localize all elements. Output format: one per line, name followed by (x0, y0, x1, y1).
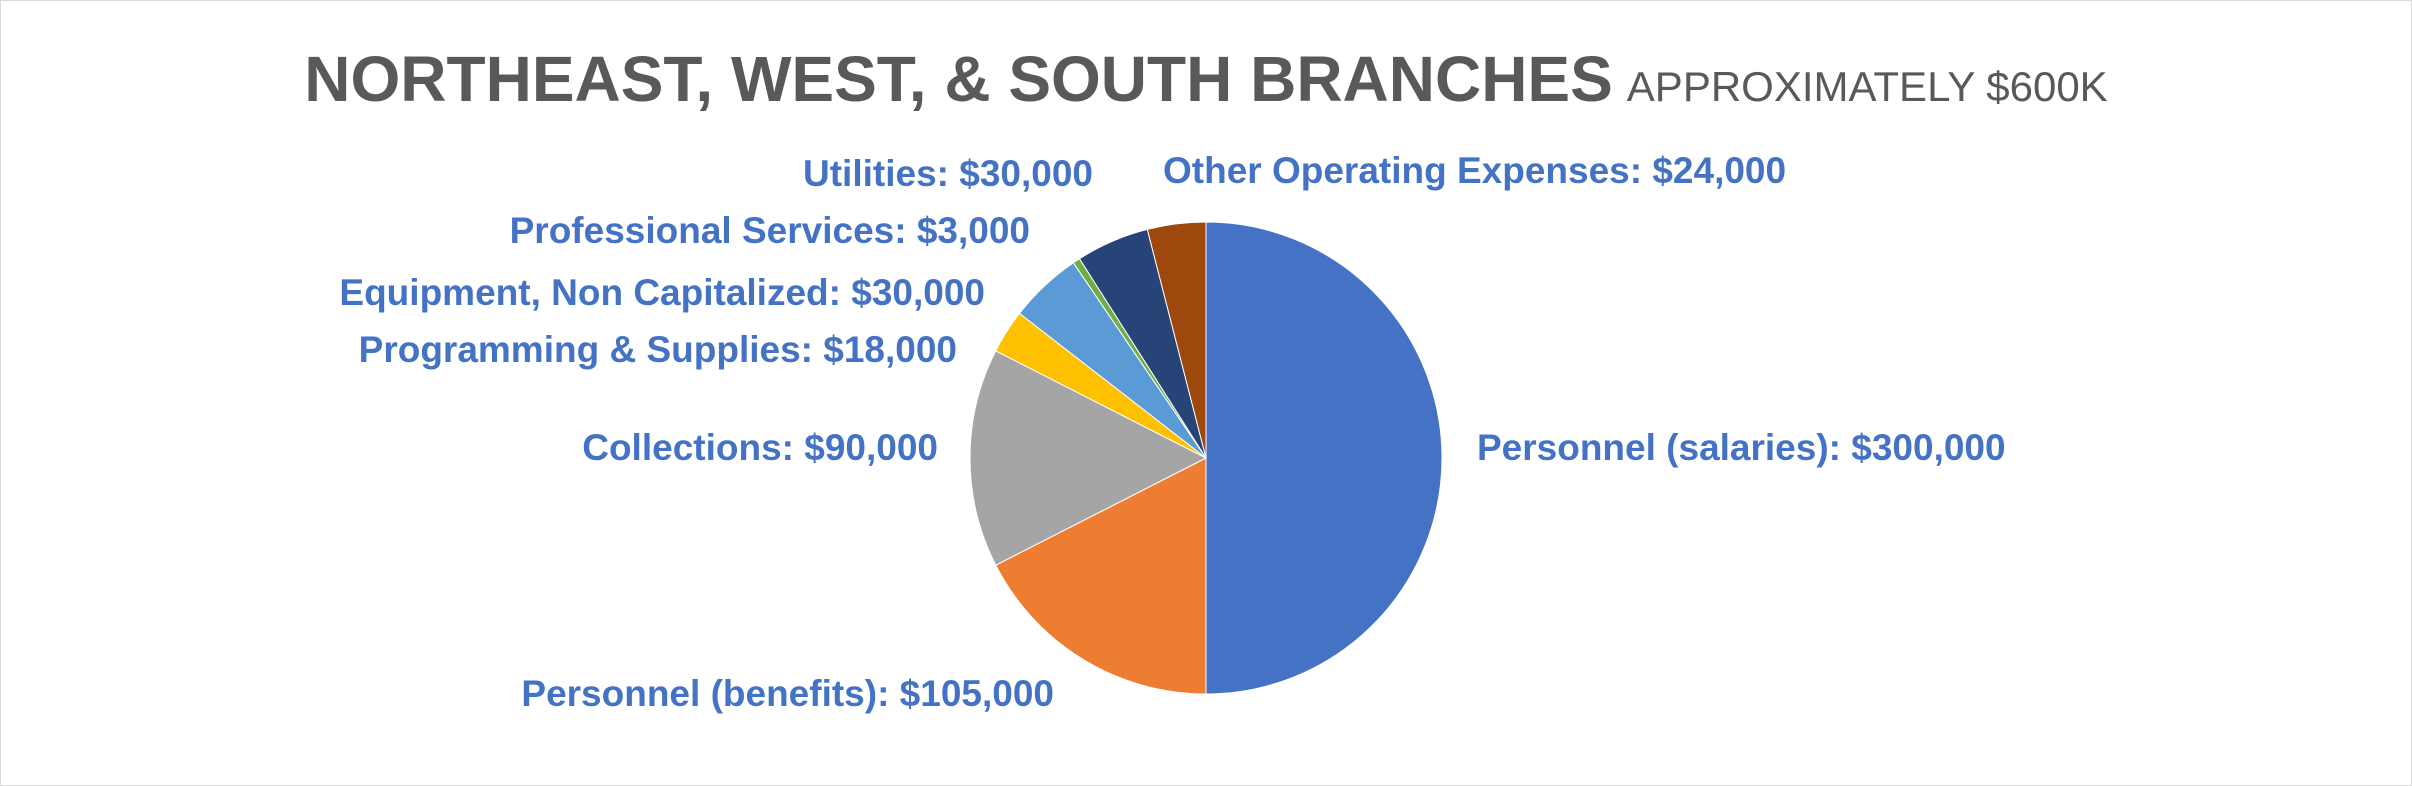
data-label-other-operating-expenses: Other Operating Expenses: $24,000 (1163, 150, 1786, 191)
pie-slice-other-operating-expenses (1146, 221, 1207, 459)
pie-slice-personnel-benefits (995, 457, 1207, 695)
pie-data-labels: Personnel (salaries): $300,000 Personnel … (339, 150, 2005, 714)
chart-subtitle: APPROXIMATELY $600K (1626, 63, 2108, 110)
pie-slice-personnel-salaries (1205, 221, 1443, 695)
data-label-professional-services: Professional Services: $3,000 (510, 210, 1030, 251)
pie-slices (969, 221, 1443, 695)
data-label-personnel-benefits: Personnel (benefits): $105,000 (521, 673, 1054, 714)
data-label-personnel-salaries: Personnel (salaries): $300,000 (1477, 427, 2006, 468)
data-label-collections: Collections: $90,000 (582, 427, 938, 468)
chart-title-main: NORTHEAST, WEST, & SOUTH BRANCHES (304, 43, 1613, 115)
data-label-utilities: Utilities: $30,000 (803, 153, 1093, 194)
data-label-equipment-non-capitalized: Equipment, Non Capitalized: $30,000 (339, 272, 985, 313)
pie-slice-collections (969, 350, 1208, 566)
data-label-programming-supplies: Programming & Supplies: $18,000 (359, 329, 957, 370)
chart-title: NORTHEAST, WEST, & SOUTH BRANCHES APPROXI… (0, 42, 2412, 116)
